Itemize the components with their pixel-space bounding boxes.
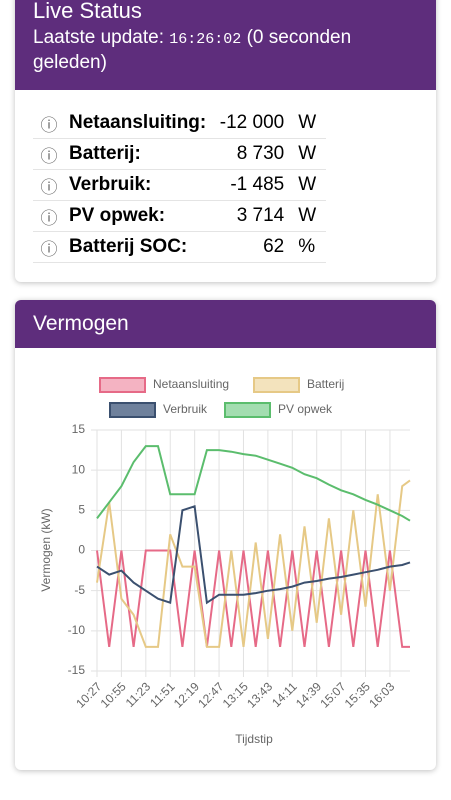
status-header: Live Status Laatste update: 16:26:02 (0 … [15, 0, 436, 90]
status-row: ⓘ Netaansluiting: -12 000 W [33, 108, 327, 139]
y-tick-label: 10 [72, 462, 86, 476]
x-tick-label: 12:19 [171, 679, 202, 710]
legend-swatch [99, 377, 146, 393]
row-label: Batterij SOC: [65, 231, 211, 263]
row-unit: W [288, 169, 327, 201]
row-value: 8 730 [210, 138, 289, 170]
update-ago: (0 seconden geleden) [33, 27, 352, 73]
row-label: Batterij: [65, 138, 211, 170]
legend-label: Verbruik [163, 402, 208, 416]
series-line [96, 445, 411, 522]
y-tick-label: 5 [78, 503, 85, 517]
legend-label: PV opwek [278, 402, 333, 416]
y-tick-label: 0 [78, 543, 85, 557]
x-tick-label: 13:43 [244, 679, 275, 710]
legend-label: Batterij [307, 377, 344, 391]
status-row: ⓘ Batterij: 8 730 W [33, 138, 327, 170]
y-tick-label: -15 [68, 663, 86, 677]
row-value: -1 485 [210, 169, 289, 201]
status-title: Live Status [33, 0, 142, 23]
update-label: Laatste update: [33, 27, 164, 48]
series-line [96, 504, 411, 605]
row-unit: W [288, 138, 327, 170]
info-icon[interactable]: ⓘ [33, 138, 65, 170]
status-row: ⓘ Batterij SOC: 62% [33, 231, 327, 263]
update-time: 16:26:02 [169, 31, 242, 48]
x-tick-label: 10:55 [98, 679, 129, 710]
chart-header: Vermogen [15, 300, 436, 348]
x-tick-label: 15:07 [317, 679, 348, 710]
row-value: 3 714 [210, 200, 289, 232]
row-value: -12 000 [210, 108, 289, 139]
status-row: ⓘ PV opwek: 3 714 W [33, 200, 327, 232]
x-axis-title: Tijdstip [235, 732, 273, 746]
x-tick-label: 14:11 [269, 679, 300, 710]
y-tick-label: -10 [68, 623, 86, 637]
row-label: Netaansluiting: [65, 108, 211, 139]
info-icon[interactable]: ⓘ [33, 108, 65, 139]
row-label: Verbruik: [65, 169, 211, 201]
row-unit: W [288, 200, 327, 232]
series-line [96, 549, 410, 648]
update-line: Laatste update: 16:26:02 (0 seconden gel… [33, 26, 418, 74]
row-unit: % [288, 231, 327, 263]
row-value: 62 [210, 231, 289, 263]
legend-swatch [253, 377, 300, 393]
legend-swatch [109, 402, 156, 418]
row-unit: W [288, 108, 327, 139]
x-tick-label: 11:51 [147, 679, 178, 710]
status-row: ⓘ Verbruik: -1 485 W [33, 169, 327, 201]
x-tick-label: 13:15 [220, 679, 251, 710]
legend-swatch [224, 402, 271, 418]
y-tick-label: -5 [74, 583, 85, 597]
series-line [96, 479, 411, 648]
x-tick-label: 11:23 [123, 679, 154, 710]
info-icon[interactable]: ⓘ [33, 200, 65, 232]
x-tick-label: 10:27 [73, 679, 104, 710]
x-tick-label: 15:35 [342, 679, 373, 710]
legend-label: Netaansluiting [153, 377, 229, 391]
x-tick-label: 14:39 [293, 679, 324, 710]
status-card: Live Status Laatste update: 16:26:02 (0 … [15, 0, 436, 282]
x-tick-label: 12:47 [195, 679, 226, 710]
row-label: PV opwek: [65, 200, 211, 232]
y-tick-label: 15 [72, 422, 86, 436]
info-icon[interactable]: ⓘ [33, 169, 65, 201]
info-icon[interactable]: ⓘ [33, 231, 65, 263]
x-tick-label: 16:03 [366, 679, 397, 710]
y-axis-title: Vermogen (kW) [39, 508, 53, 591]
